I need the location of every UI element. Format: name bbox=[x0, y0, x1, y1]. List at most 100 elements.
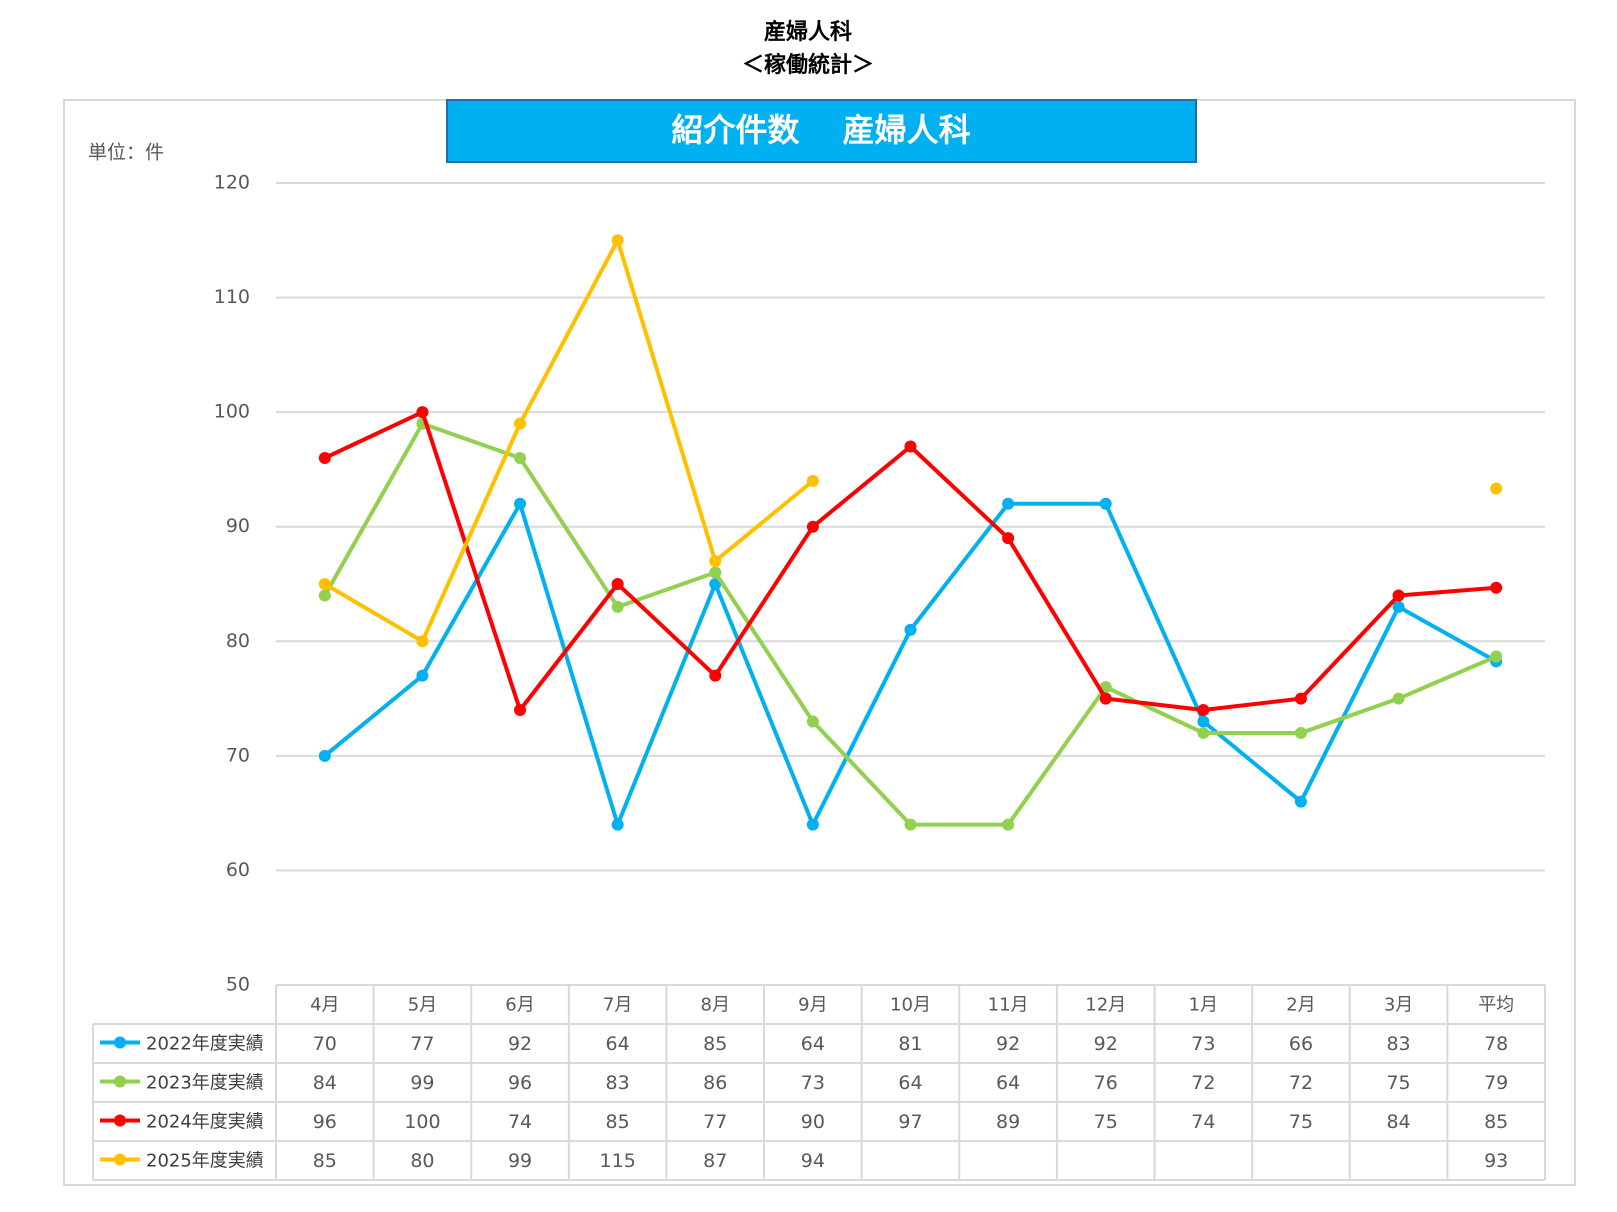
data-point bbox=[514, 497, 527, 510]
table-value: 94 bbox=[801, 1150, 825, 1172]
table-value: 85 bbox=[703, 1033, 727, 1055]
data-point bbox=[1294, 795, 1307, 808]
data-point bbox=[806, 715, 819, 728]
table-value: 72 bbox=[1191, 1072, 1215, 1094]
data-point bbox=[806, 474, 819, 487]
table-value: 78 bbox=[1484, 1033, 1508, 1055]
banner bbox=[446, 99, 1197, 163]
y-tick-label: 120 bbox=[214, 172, 250, 194]
data-point bbox=[318, 578, 331, 590]
data-point bbox=[611, 234, 624, 247]
data-point bbox=[1490, 581, 1503, 594]
chart-subtitle: ＜稼働統計＞ bbox=[742, 52, 874, 78]
data-point bbox=[1490, 650, 1503, 663]
x-tick-label: 6月 bbox=[505, 995, 534, 1016]
data-point bbox=[318, 749, 331, 762]
table-value: 92 bbox=[996, 1033, 1020, 1055]
data-point bbox=[709, 566, 722, 579]
legend-marker bbox=[114, 1036, 126, 1049]
data-point bbox=[1490, 482, 1503, 495]
x-tick-label: 1月 bbox=[1189, 995, 1218, 1016]
legend-label: 2024年度実績 bbox=[146, 1112, 264, 1133]
table-value: 85 bbox=[606, 1111, 630, 1133]
y-tick-label: 100 bbox=[214, 401, 250, 423]
data-point bbox=[611, 818, 624, 831]
data-point bbox=[806, 520, 819, 533]
data-point bbox=[611, 600, 624, 613]
table-value: 64 bbox=[801, 1033, 825, 1055]
table-value: 73 bbox=[1191, 1033, 1215, 1055]
data-point bbox=[514, 704, 527, 717]
data-point bbox=[1002, 532, 1015, 545]
data-point bbox=[1392, 600, 1405, 613]
y-tick-label: 70 bbox=[226, 744, 250, 766]
data-point bbox=[416, 406, 429, 419]
data-point bbox=[1099, 497, 1112, 510]
data-point bbox=[1197, 715, 1210, 728]
table-value: 77 bbox=[410, 1033, 434, 1055]
legend-label: 2025年度実績 bbox=[146, 1151, 264, 1172]
table-value: 92 bbox=[1094, 1033, 1118, 1055]
x-tick-label: 平均 bbox=[1478, 995, 1514, 1016]
table-value: 76 bbox=[1094, 1072, 1118, 1094]
data-point bbox=[1002, 818, 1015, 831]
data-point bbox=[1294, 726, 1307, 739]
table-value: 83 bbox=[1386, 1033, 1410, 1055]
y-tick-label: 50 bbox=[226, 974, 250, 996]
y-tick-label: 80 bbox=[226, 630, 250, 652]
table-value: 75 bbox=[1386, 1072, 1410, 1094]
table-value: 64 bbox=[898, 1072, 922, 1094]
legend-marker bbox=[114, 1114, 126, 1127]
x-tick-label: 8月 bbox=[701, 995, 730, 1016]
data-point bbox=[1197, 726, 1210, 739]
data-point bbox=[1392, 692, 1405, 705]
data-point bbox=[709, 555, 722, 568]
chart-frame bbox=[63, 99, 1576, 1186]
x-tick-label: 11月 bbox=[988, 995, 1029, 1016]
data-point bbox=[611, 578, 624, 590]
x-tick-label: 10月 bbox=[890, 995, 931, 1016]
data-point bbox=[318, 589, 331, 602]
table-value: 89 bbox=[996, 1111, 1020, 1133]
table-value: 75 bbox=[1094, 1111, 1118, 1133]
table-value: 99 bbox=[508, 1150, 532, 1172]
data-point bbox=[1197, 704, 1210, 717]
data-point bbox=[416, 635, 429, 648]
data-point bbox=[1002, 497, 1015, 510]
data-point bbox=[1392, 589, 1405, 602]
data-point bbox=[416, 669, 429, 682]
table-value: 87 bbox=[703, 1150, 727, 1172]
table-value: 86 bbox=[703, 1072, 727, 1094]
legend-marker bbox=[114, 1153, 126, 1166]
y-tick-label: 60 bbox=[226, 859, 250, 881]
table-value: 90 bbox=[801, 1111, 825, 1133]
table-value: 64 bbox=[606, 1033, 630, 1055]
data-point bbox=[1294, 692, 1307, 705]
data-point bbox=[709, 578, 722, 590]
table-value: 66 bbox=[1289, 1033, 1313, 1055]
table-value: 64 bbox=[996, 1072, 1020, 1094]
table-value: 96 bbox=[313, 1111, 337, 1133]
data-point bbox=[318, 451, 331, 464]
table-value: 74 bbox=[508, 1111, 532, 1133]
table-value: 85 bbox=[313, 1150, 337, 1172]
table-value: 74 bbox=[1191, 1111, 1215, 1133]
x-tick-label: 2月 bbox=[1286, 995, 1315, 1016]
table-value: 84 bbox=[1386, 1111, 1410, 1133]
data-point bbox=[904, 440, 917, 453]
table-value: 83 bbox=[606, 1072, 630, 1094]
data-point bbox=[1099, 692, 1112, 705]
data-point bbox=[904, 818, 917, 831]
legend-label: 2023年度実績 bbox=[146, 1073, 264, 1094]
table-value: 72 bbox=[1289, 1072, 1313, 1094]
table-value: 75 bbox=[1289, 1111, 1313, 1133]
table-value: 73 bbox=[801, 1072, 825, 1094]
table-value: 70 bbox=[313, 1033, 337, 1055]
legend-label: 2022年度実績 bbox=[146, 1034, 264, 1055]
x-tick-label: 3月 bbox=[1384, 995, 1413, 1016]
data-point bbox=[709, 669, 722, 682]
table-value: 96 bbox=[508, 1072, 532, 1094]
table-value: 93 bbox=[1484, 1150, 1508, 1172]
table-value: 92 bbox=[508, 1033, 532, 1055]
